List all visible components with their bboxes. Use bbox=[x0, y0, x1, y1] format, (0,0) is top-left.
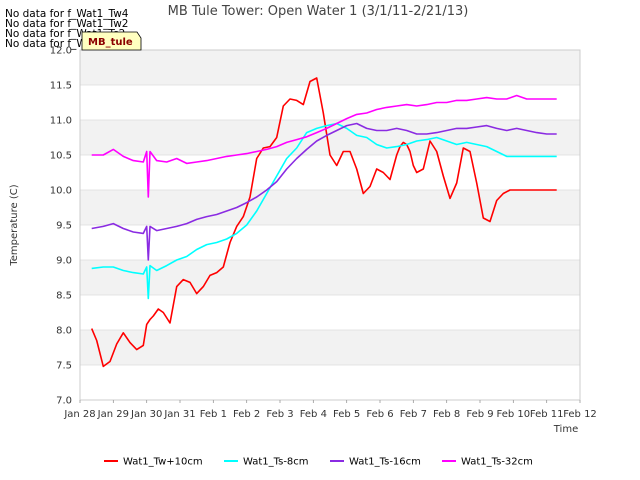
plot-band bbox=[80, 155, 580, 190]
x-tick-label: Feb 10 bbox=[497, 409, 531, 420]
plot-band bbox=[80, 365, 580, 400]
x-axis-ticks: Jan 28 Jan 29 Jan 30 Jan 31 Feb 1 Feb 2 Feb 3 F… bbox=[63, 400, 597, 420]
x-tick-label: Jan 28 bbox=[63, 409, 95, 420]
x-tick-label: Jan 30 bbox=[130, 409, 162, 420]
site-label-box: MB_tule bbox=[81, 31, 142, 51]
y-tick-label: 7.5 bbox=[56, 361, 72, 372]
legend-label-3: Wat1_Ts-16cm bbox=[349, 457, 421, 468]
plot-band bbox=[80, 330, 580, 365]
series-line-2 bbox=[91, 122, 557, 300]
x-tick-label: Feb 9 bbox=[466, 409, 493, 420]
x-tick-label: Feb 4 bbox=[300, 409, 327, 420]
y-axis-ticks: 7.0 7.5 8.0 8.5 9.0 9.5 10.0 10.5 11.0 11.5 12.0 bbox=[50, 46, 72, 407]
site-label-shape bbox=[81, 31, 142, 51]
x-tick-label: Feb 11 bbox=[530, 409, 564, 420]
y-axis-label: Temperature (C) bbox=[9, 184, 20, 266]
plot-band bbox=[80, 120, 580, 155]
legend-label-1: Wat1_Tw+10cm bbox=[123, 457, 203, 468]
y-tick-label: 11.5 bbox=[50, 81, 72, 92]
no-data-message-1: No data for f_Wat1_Tw4 bbox=[5, 8, 129, 20]
no-data-message-2: No data for f_Wat1_Tw2 bbox=[5, 18, 129, 30]
legend-label-2: Wat1_Ts-8cm bbox=[243, 457, 309, 468]
x-tick-label: Feb 12 bbox=[563, 409, 597, 420]
y-tick-label: 10.5 bbox=[50, 151, 72, 162]
plot-background-bands bbox=[80, 50, 580, 400]
x-tick-label: Feb 5 bbox=[333, 409, 360, 420]
plot-band bbox=[80, 260, 580, 295]
x-axis-label: Time bbox=[553, 424, 578, 435]
plot-frame bbox=[79, 49, 581, 401]
plot-band bbox=[80, 225, 580, 260]
y-tick-label: 11.0 bbox=[50, 116, 72, 127]
plot-band bbox=[80, 190, 580, 225]
y-tick-label: 7.0 bbox=[56, 396, 72, 407]
y-tick-label: 9.0 bbox=[56, 256, 72, 267]
y-tick-label: 8.0 bbox=[56, 326, 72, 337]
series-line-3 bbox=[91, 122, 557, 261]
site-label-text: MB_tule bbox=[88, 37, 133, 48]
plot-band bbox=[80, 85, 580, 120]
x-tick-label: Feb 7 bbox=[400, 409, 427, 420]
series-line-4 bbox=[91, 94, 557, 198]
series-layer bbox=[90, 77, 557, 368]
series-line-1 bbox=[90, 77, 557, 368]
legend-label-4: Wat1_Ts-32cm bbox=[461, 457, 533, 468]
x-tick-label: Jan 29 bbox=[97, 409, 129, 420]
plot-band bbox=[80, 50, 580, 85]
y-tick-label: 12.0 bbox=[50, 46, 72, 57]
legend: Wat1_Tw+10cm Wat1_Ts-8cm Wat1_Ts-16cm Wat1_… bbox=[104, 457, 533, 468]
chart-title: MB Tule Tower: Open Water 1 (3/1/11-2/21… bbox=[168, 4, 469, 19]
x-tick-label: Feb 2 bbox=[233, 409, 260, 420]
x-tick-label: Jan 31 bbox=[163, 409, 195, 420]
x-tick-label: Feb 1 bbox=[200, 409, 227, 420]
y-tick-label: 10.0 bbox=[50, 186, 72, 197]
x-tick-label: Feb 8 bbox=[433, 409, 460, 420]
y-tick-label: 9.5 bbox=[56, 221, 72, 232]
x-tick-label: Feb 3 bbox=[266, 409, 293, 420]
x-tick-label: Feb 6 bbox=[366, 409, 393, 420]
y-tick-label: 8.5 bbox=[56, 291, 72, 302]
